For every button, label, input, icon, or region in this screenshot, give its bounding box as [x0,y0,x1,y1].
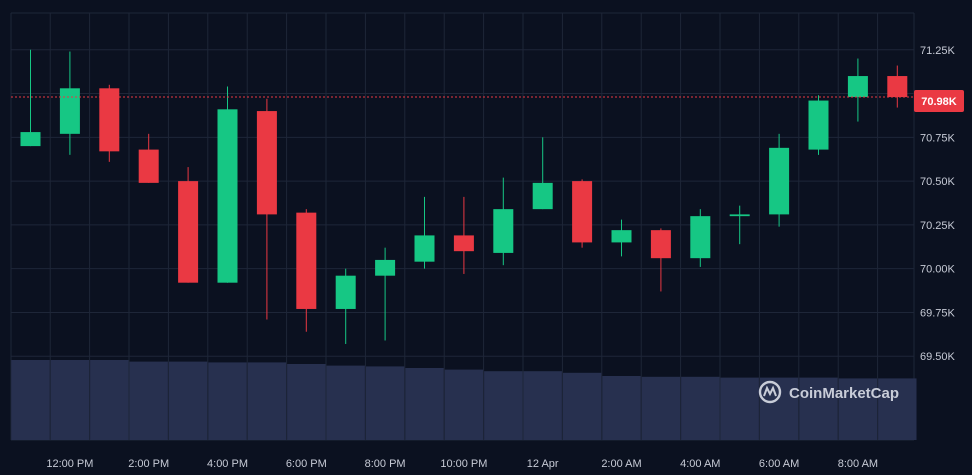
y-tick-label: 70.25K [920,220,956,232]
x-tick-label: 6:00 AM [759,458,799,470]
y-tick-label: 70.75K [920,132,956,144]
candle [650,228,671,292]
volume-bar [129,361,168,440]
candle-body [729,214,750,217]
current-price-badge [914,90,964,112]
candle-body [296,212,317,309]
volume-bar [287,364,326,440]
volume-bar [602,376,641,440]
candle [414,196,435,269]
candle [453,196,474,274]
volume-bar [247,362,287,440]
candle-body [650,230,671,259]
volume-bar [90,360,129,440]
candles [20,49,908,344]
candle [493,177,514,266]
candle [59,51,80,155]
x-tick-label: 8:00 AM [838,458,878,470]
volume-bar [562,372,602,440]
volume-bar [799,377,838,440]
candle [729,205,750,245]
volume-bar [326,365,365,440]
volume-bar [720,377,759,440]
candle [808,95,829,155]
y-axis: 69.50K 69.75K 70.00K 70.25K 70.50K 70.75K 71.2… [920,45,956,363]
volume-bar [50,360,90,440]
candle-body [611,230,632,243]
candle-body [99,88,120,152]
x-tick-label: 6:00 PM [286,458,327,470]
volume-bar [838,378,878,440]
grid-lines [10,12,915,441]
volume-bar [365,366,405,440]
y-tick-label: 69.75K [920,307,956,319]
candle [178,167,199,283]
candle [532,137,553,210]
candle-body [138,149,159,183]
candle-body [217,109,238,283]
candle [572,179,593,248]
candle-body [493,209,514,253]
candle-body [572,181,593,243]
candle-body [690,216,711,259]
volume-bar [11,360,50,440]
candle-body [453,235,474,252]
candle-body [59,88,80,134]
candle-body [808,100,829,150]
candle-body [532,182,553,210]
volume-bar [484,371,523,440]
volume-bar [444,369,484,440]
candle [690,209,711,267]
candle [375,247,396,341]
volume-bar [168,361,208,440]
y-tick-label: 70.50K [920,176,956,188]
candle-body [375,259,396,276]
volume-bar [405,368,444,440]
candle [887,65,908,108]
x-axis: 12:00 PM 2:00 PM 4:00 PM 6:00 PM 8:00 PM 10:0… [46,458,878,470]
candle [138,133,159,183]
candle [296,209,317,332]
x-tick-label: 2:00 PM [128,458,169,470]
candle [611,219,632,257]
candle-body [847,76,868,98]
candle [217,86,238,283]
candle [769,133,790,227]
x-tick-label: 8:00 PM [365,458,406,470]
volume-bar [878,378,917,440]
coinmarketcap-logo-icon [758,380,782,404]
candle [335,268,356,344]
x-tick-label: 4:00 AM [680,458,720,470]
x-tick-label: 2:00 AM [601,458,641,470]
current-price-label: 70.98K [921,96,957,108]
watermark-text: CoinMarketCap [789,385,899,402]
x-tick-label: 10:00 PM [440,458,487,470]
candle [99,84,120,162]
volume-bars [11,360,917,440]
candle-body [178,181,199,283]
volume-bar [523,371,562,440]
candle-body [769,147,790,215]
candle [256,98,277,320]
current-price-tag: 70.98K [914,90,964,112]
candle-body [887,76,908,98]
candle-body [20,132,41,147]
volume-bar [208,362,247,440]
candle-body [335,275,356,309]
candle [847,58,868,122]
y-tick-label: 69.50K [920,351,956,363]
x-tick-label: 12 Apr [527,458,559,470]
y-tick-label: 70.00K [920,264,956,276]
volume-bar [641,376,681,440]
coinmarketcap-watermark: CoinMarketCap [758,380,899,404]
candle-body [414,235,435,262]
candle-body [256,111,277,215]
y-tick-label: 71.25K [920,45,956,57]
volume-bar [681,376,720,440]
x-tick-label: 12:00 PM [46,458,93,470]
x-tick-label: 4:00 PM [207,458,248,470]
candle [20,49,41,147]
